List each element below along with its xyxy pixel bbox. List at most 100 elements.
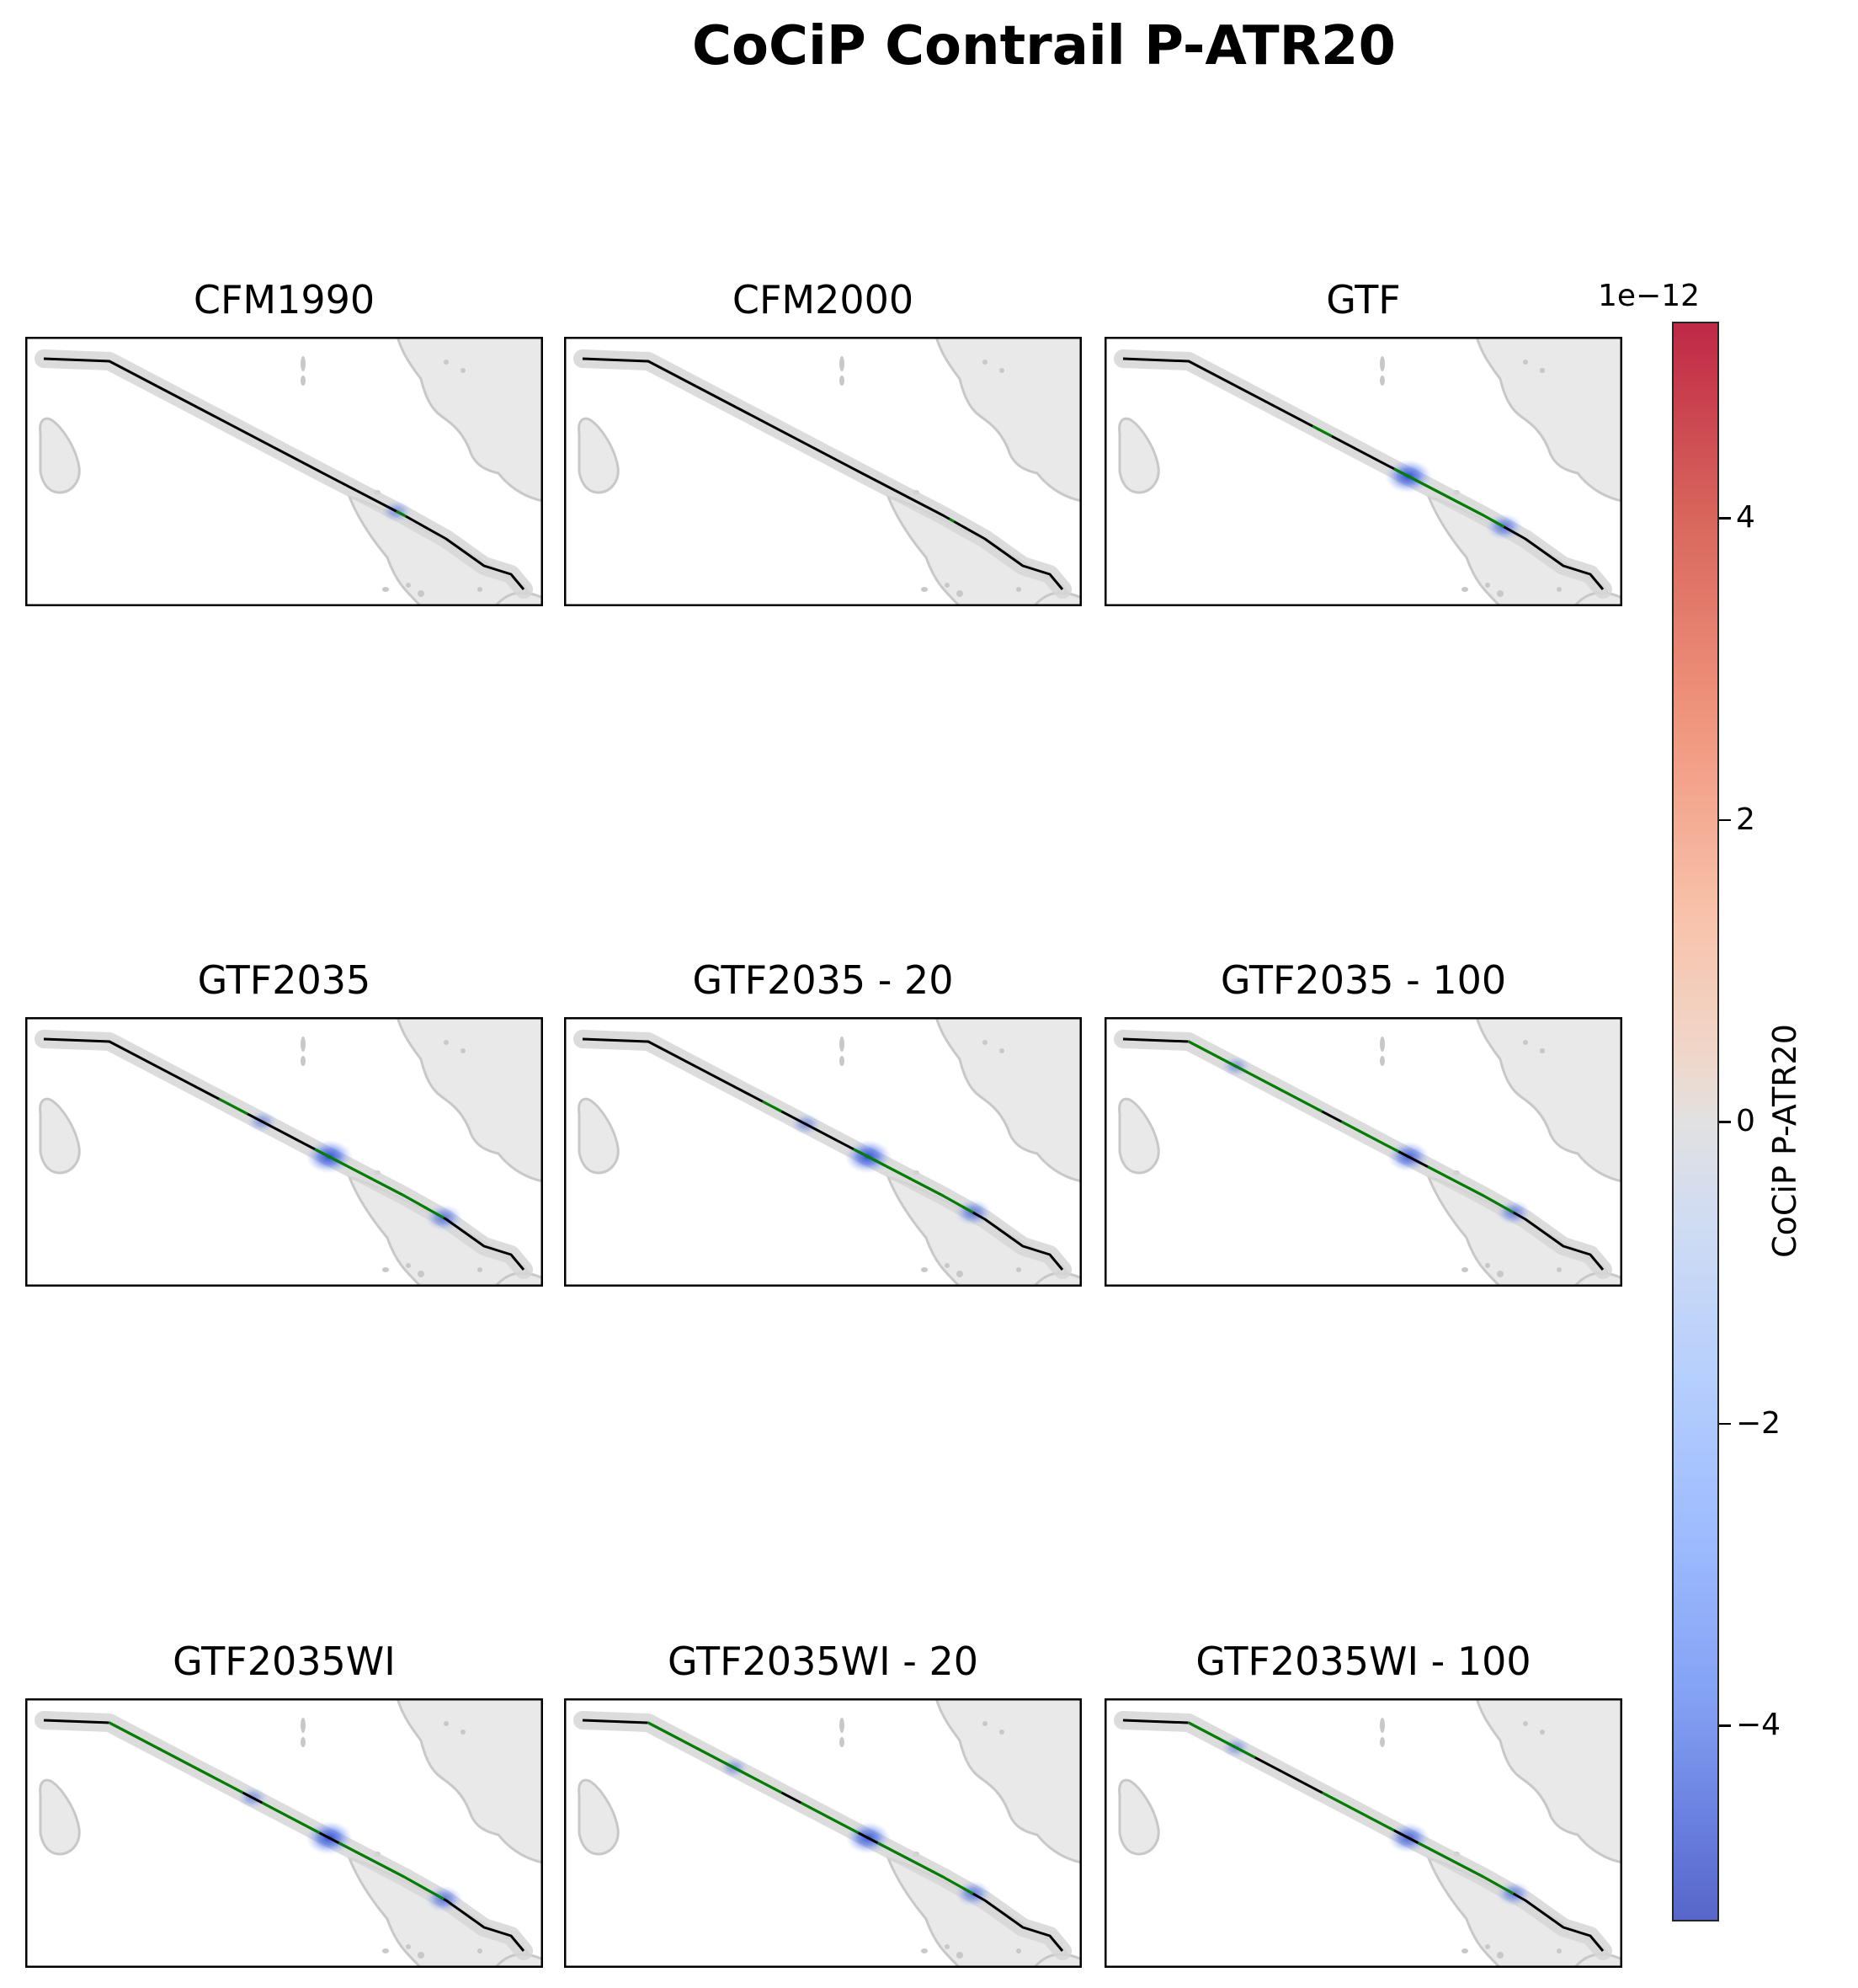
small-island (301, 1056, 306, 1066)
small-island (1497, 590, 1504, 597)
sri-lanka-landmass (578, 1097, 620, 1175)
small-island (999, 368, 1004, 373)
small-island (382, 1948, 389, 1953)
map-frame (25, 1017, 543, 1287)
small-island (982, 360, 988, 365)
mainland-landmass (1475, 337, 1622, 503)
contrail-segment (853, 1148, 974, 1214)
colorbar-tick-label: −2 (1736, 1405, 1781, 1441)
contrail-segment (876, 1841, 974, 1895)
small-island (839, 1718, 844, 1733)
small-island (956, 1952, 963, 1959)
map-frame (564, 337, 1082, 606)
map-axes (564, 1698, 1082, 1968)
contrail-segment (338, 1841, 445, 1900)
small-island (382, 1267, 389, 1272)
contrail-segment (800, 1801, 860, 1835)
map-frame (564, 1698, 1082, 1968)
mainland-landmass (1475, 1698, 1622, 1864)
small-island (1380, 376, 1385, 386)
map-panel: GTF2035 - 20 (564, 957, 1082, 1287)
mainland-landmass (396, 1698, 543, 1864)
sumatra-landmass (1426, 1175, 1620, 1287)
small-island (477, 1948, 482, 1953)
sumatra-landmass (347, 1856, 540, 1968)
map-axes (25, 1017, 543, 1287)
map-frame (564, 1017, 1082, 1287)
small-island (461, 1048, 466, 1053)
small-island (1461, 1267, 1468, 1272)
contrail-segment (108, 1721, 244, 1794)
contrail-segment (1417, 1841, 1515, 1895)
small-island (301, 356, 306, 371)
map-axes (1105, 337, 1622, 606)
small-island (982, 1040, 988, 1045)
panel-title: GTF (1326, 277, 1401, 322)
small-island (301, 1737, 306, 1747)
map-panel: GTF (1105, 277, 1622, 606)
map-axes (1105, 1017, 1622, 1287)
map-frame (25, 337, 543, 606)
small-island (839, 376, 844, 386)
small-island (1557, 1267, 1562, 1272)
small-island (1523, 1040, 1528, 1045)
small-island (1461, 1948, 1468, 1953)
small-island (418, 590, 424, 597)
colorbar-label: CoCiP P-ATR20 (1766, 1024, 1803, 1258)
colorbar-tick-label: 0 (1736, 1104, 1755, 1138)
small-island (301, 376, 306, 386)
map-frame (1105, 337, 1622, 606)
colorbar-tick-label: 4 (1736, 500, 1755, 535)
small-island (921, 1948, 928, 1953)
contrail-segment (762, 1100, 783, 1113)
sumatra-landmass (347, 1175, 540, 1287)
colorbar-tick-mark (1719, 1422, 1731, 1425)
small-island (956, 1271, 963, 1277)
small-island (1557, 1948, 1562, 1953)
panel-title: CFM1990 (193, 277, 375, 322)
contrail-segment (1312, 424, 1333, 438)
small-island (945, 1944, 950, 1949)
small-island (982, 1721, 988, 1726)
sri-lanka-landmass (39, 417, 81, 494)
small-island (1016, 1948, 1021, 1953)
sri-lanka-landmass (578, 1778, 620, 1856)
small-island (406, 1944, 411, 1949)
map-panel: GTF2035WI - 100 (1105, 1639, 1622, 1968)
mainland-landmass (396, 337, 543, 503)
map-frame (25, 1698, 543, 1968)
small-island (1497, 1271, 1504, 1277)
small-island (1380, 1056, 1385, 1066)
small-island (956, 590, 963, 597)
map-axes (1105, 1698, 1622, 1968)
sri-lanka-landmass (39, 1778, 81, 1856)
contrail-segment (647, 1721, 783, 1794)
small-island (1523, 1721, 1528, 1726)
map-axes (564, 337, 1082, 606)
map-frame (1105, 1017, 1622, 1287)
sumatra-landmass (1426, 494, 1620, 606)
small-island (839, 356, 844, 371)
small-island (406, 583, 411, 588)
map-panel: CFM2000 (564, 277, 1082, 606)
small-island (839, 1737, 844, 1747)
map-axes (25, 337, 543, 606)
small-island (1497, 1952, 1504, 1959)
colorbar-tick-label: −4 (1736, 1708, 1781, 1742)
map-panel: GTF2035 - 100 (1105, 957, 1622, 1287)
small-island (945, 583, 950, 588)
small-island (444, 1040, 449, 1045)
small-island (1016, 587, 1021, 592)
map-panel: GTF2035WI - 20 (564, 1639, 1082, 1968)
sri-lanka-landmass (39, 1097, 81, 1175)
colorbar-exponent: 1e−12 (1598, 279, 1701, 313)
map-panel: CFM1990 (25, 277, 543, 606)
sumatra-landmass (347, 494, 540, 606)
map-panel: GTF2035WI (25, 1639, 543, 1968)
mainland-landmass (934, 1017, 1082, 1183)
small-island (1540, 1730, 1545, 1735)
colorbar-tick-mark (1719, 517, 1731, 520)
small-island (301, 1718, 306, 1733)
small-island (921, 1267, 928, 1272)
sumatra-landmass (886, 494, 1079, 606)
